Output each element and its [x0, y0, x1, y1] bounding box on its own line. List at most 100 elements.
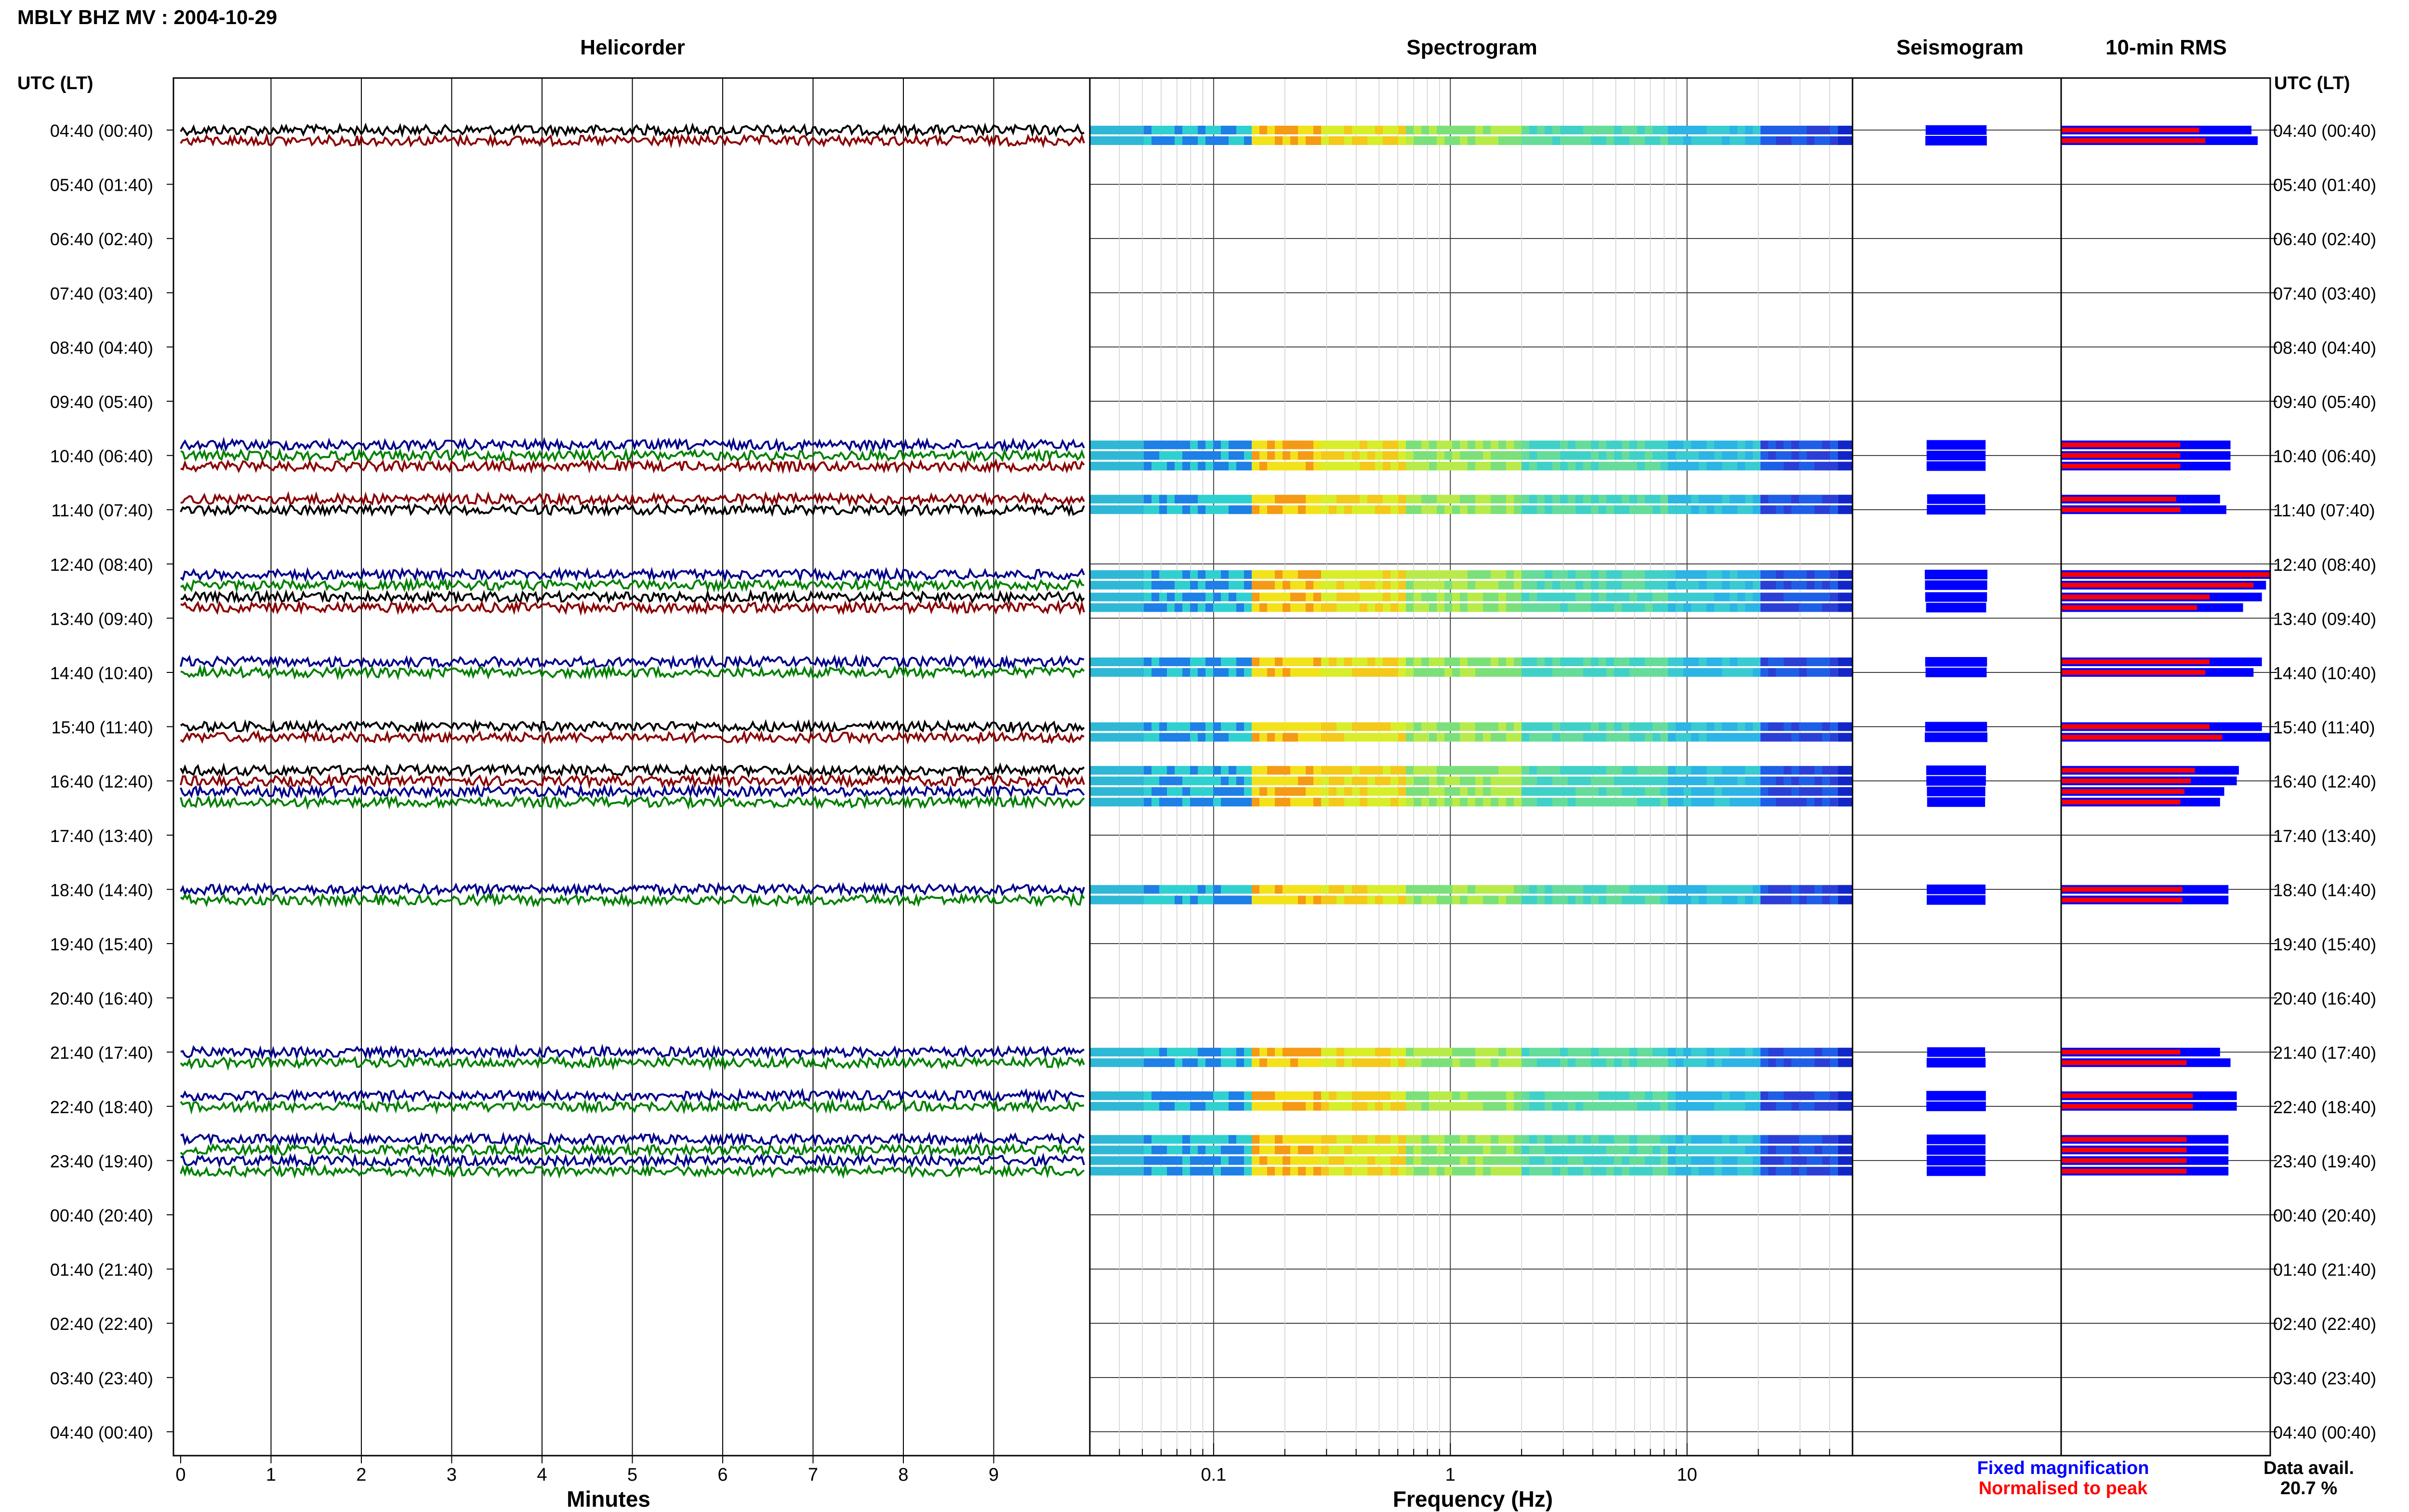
- spectrogram-cell: [1660, 126, 1668, 134]
- spectrogram-cell: [1522, 722, 1530, 731]
- spectrogram-cell: [1683, 1156, 1692, 1165]
- spectrogram-cell: [1375, 895, 1383, 905]
- spectrogram-cell: [1822, 1145, 1830, 1155]
- spectrogram-cell: [1098, 722, 1106, 731]
- spectrogram-cell: [1298, 505, 1306, 514]
- spectrogram-cell: [1414, 1156, 1422, 1165]
- spectrogram-cell: [1552, 505, 1561, 514]
- spectrogram-cell: [1360, 1102, 1368, 1111]
- spectrogram-cell: [1691, 1156, 1699, 1165]
- spectrogram-cell: [1822, 722, 1830, 731]
- spectrogram-cell: [1329, 136, 1337, 145]
- spectrogram-cell: [1614, 885, 1622, 894]
- spectrogram-cell: [1606, 1058, 1615, 1067]
- spectrogram-cell: [1213, 136, 1221, 145]
- spectrogram-cell: [1352, 885, 1360, 894]
- spectrogram-cell: [1568, 126, 1576, 134]
- spectrogram-cell: [1668, 787, 1676, 796]
- spectrogram-cell: [1259, 1102, 1268, 1111]
- spectrogram-cell: [1791, 1048, 1800, 1057]
- spectrogram-cell: [1383, 461, 1391, 471]
- spectrogram-cell: [1637, 776, 1645, 786]
- spectrogram-cell: [1229, 461, 1237, 471]
- spectrogram-cell: [1676, 668, 1684, 677]
- spectrogram-cell: [1591, 657, 1599, 666]
- spectrogram-cell: [1460, 580, 1468, 590]
- spectrogram-cell: [1483, 440, 1491, 449]
- spectrogram-cell: [1298, 1058, 1306, 1067]
- spectrogram-cell: [1452, 1156, 1460, 1165]
- spectrogram-cell: [1321, 136, 1329, 145]
- spectrogram-cell: [1483, 580, 1491, 590]
- spectrogram-cell: [1344, 668, 1352, 677]
- spectrogram-cell: [1699, 451, 1707, 460]
- spectrogram-cell: [1637, 1167, 1645, 1176]
- spectrogram-cell: [1090, 1145, 1098, 1155]
- spectrogram-cell: [1545, 722, 1553, 731]
- spectrogram-cell: [1575, 1102, 1584, 1111]
- spectrogram-cell: [1838, 776, 1853, 786]
- spectrogram-cell: [1460, 657, 1468, 666]
- spectrogram-cell: [1637, 1156, 1645, 1165]
- spectrogram-cell: [1275, 580, 1283, 590]
- spectrogram-cell: [1429, 461, 1437, 471]
- spectrogram-cell: [1375, 570, 1383, 579]
- spectrogram-cell: [1190, 668, 1198, 677]
- spectrogram-cell: [1560, 440, 1568, 449]
- spectrogram-cell: [1213, 1167, 1221, 1176]
- spectrogram-cell: [1244, 1156, 1252, 1165]
- minutes-axis-label: Minutes: [567, 1486, 650, 1512]
- spectrogram-cell: [1529, 787, 1537, 796]
- rms-bar-normalised: [2061, 670, 2206, 675]
- spectrogram-cell: [1329, 787, 1337, 796]
- spectrogram-cell: [1745, 451, 1753, 460]
- helicorder-title: Helicorder: [580, 36, 685, 59]
- spectrogram-cell: [1283, 603, 1291, 612]
- spectrogram-cell: [1306, 1167, 1314, 1176]
- spectrogram-cell: [1290, 451, 1298, 460]
- spectrogram-cell: [1414, 461, 1422, 471]
- spectrogram-cell: [1213, 798, 1221, 807]
- spectrogram-cell: [1344, 1135, 1352, 1144]
- spectrogram-cell: [1660, 592, 1668, 602]
- spectrogram-cell: [1198, 451, 1206, 460]
- spectrogram-cell: [1468, 440, 1476, 449]
- spectrogram-cell: [1838, 451, 1853, 460]
- spectrogram-cell: [1429, 798, 1437, 807]
- spectrogram-cell: [1390, 1091, 1399, 1100]
- spectrogram-cell: [1136, 787, 1144, 796]
- spectrogram-cell: [1306, 733, 1314, 742]
- spectrogram-cell: [1283, 1156, 1291, 1165]
- spectrogram-cell: [1822, 440, 1830, 449]
- spectrogram-cell: [1645, 1058, 1653, 1067]
- spectrogram-cell: [1660, 1048, 1668, 1057]
- spectrogram-cell: [1814, 1058, 1823, 1067]
- hour-label-left: 18:40 (14:40): [50, 880, 153, 900]
- seismogram-burst: [1927, 895, 1985, 905]
- spectrogram-cell: [1683, 451, 1692, 460]
- spectrogram-cell: [1575, 798, 1584, 807]
- spectrogram-cell: [1599, 505, 1607, 514]
- spectrogram-cell: [1460, 733, 1468, 742]
- spectrogram-cell: [1136, 580, 1144, 590]
- spectrogram-cell: [1691, 461, 1699, 471]
- spectrogram-cell: [1136, 603, 1144, 612]
- spectrogram-cell: [1229, 766, 1237, 775]
- spectrogram-cell: [1221, 895, 1229, 905]
- spectrogram-cell: [1653, 1102, 1661, 1111]
- spectrogram-cell: [1776, 668, 1784, 677]
- spectrogram-cell: [1421, 895, 1430, 905]
- hour-label-right: 03:40 (23:40): [2273, 1368, 2376, 1388]
- spectrogram-cell: [1152, 1145, 1160, 1155]
- spectrogram-cell: [1791, 1102, 1800, 1111]
- seismogram-burst: [1927, 884, 1985, 894]
- spectrogram-cell: [1437, 440, 1445, 449]
- spectrogram-cell: [1429, 1091, 1437, 1100]
- spectrogram-cell: [1537, 1058, 1545, 1067]
- spectrogram-cell: [1498, 136, 1507, 145]
- spectrogram-cell: [1568, 1091, 1576, 1100]
- spectrogram-cell: [1830, 787, 1838, 796]
- spectrogram-cell: [1660, 1135, 1668, 1144]
- spectrogram-cell: [1552, 570, 1561, 579]
- hour-label-right: 17:40 (13:40): [2273, 826, 2376, 846]
